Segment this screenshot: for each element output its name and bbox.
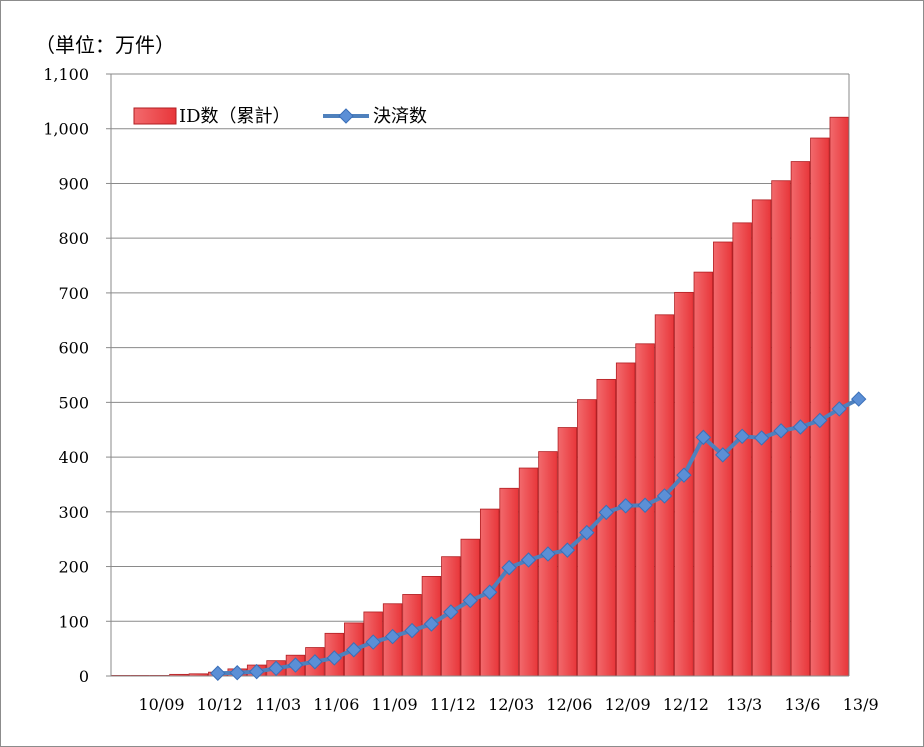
bar [810,137,830,677]
y-tick-label: 700 [58,284,89,303]
line-series [210,391,867,681]
line-point [676,467,692,483]
line-point [792,419,809,435]
line-point [831,401,847,417]
line-point [462,592,478,609]
line-point [346,642,362,658]
legend-label-bar: ID数（累計） [179,106,291,127]
y-tick-label: 400 [58,448,89,467]
unit-label: （単位：万件） [35,33,175,57]
x-tick-label: 11/03 [255,695,301,714]
line-point [773,423,789,439]
x-tick-label: 12/03 [488,695,534,714]
line-point [812,412,828,429]
bar [615,362,636,677]
line-point [307,654,323,670]
y-tick-labels: 0 100 200 300 400 500 600 700 800 900 1,000 1,100 [43,65,89,686]
line-point [210,665,226,681]
bar-series [110,116,850,677]
x-tick-label: 11/12 [430,695,476,714]
y-tick-label: 1,000 [43,120,89,139]
x-tick-labels: 10/09 10/12 11/03 11/06 11/09 11/12 12/03 12/06… [138,695,878,714]
x-tick-label: 11/09 [372,695,418,714]
bar [732,222,752,677]
x-tick-label: 12/09 [605,695,651,714]
line-point [326,650,343,666]
x-tick-label: 10/09 [138,695,184,714]
y-tick-label: 1,100 [43,65,89,84]
y-tick-label: 900 [58,174,89,193]
line-point [579,524,595,541]
line-point [598,504,614,521]
line-point [753,430,770,446]
line-point [248,663,265,680]
x-tick-label: 12/06 [546,695,592,714]
bar [596,378,616,677]
bar [693,271,714,677]
legend: ID数（累計） 決済数 [133,106,427,127]
bar [499,487,519,677]
line-point [617,498,634,514]
line-point [384,628,401,645]
y-tick-label: 600 [58,339,89,358]
x-tick-label: 10/12 [197,695,243,714]
bar [829,116,850,677]
line-point [229,665,245,681]
x-tick-label: 13/3 [726,695,762,714]
line-point [637,497,653,513]
bar [790,161,811,677]
line-point [559,542,576,558]
x-tick-label: 11/06 [313,695,359,714]
bar [518,467,539,677]
line-point [268,660,284,677]
legend-swatch-bar [133,107,177,125]
y-tick-label: 0 [79,667,89,686]
bar [538,451,558,677]
line-point [443,604,459,620]
y-tick-label: 100 [58,612,89,631]
line-point [501,559,517,576]
line-path [217,397,860,676]
line-point [715,447,731,463]
y-tick-label: 800 [58,229,89,248]
x-tick-label: 12/12 [663,695,709,714]
line-point [695,429,712,446]
line-point [287,657,304,673]
legend-label-line: 決済数 [373,106,427,127]
legend-marker-line [338,108,354,124]
y-tick-label: 200 [58,558,89,577]
line-point [851,391,867,407]
line-point [734,428,750,445]
line-point [404,622,420,639]
x-tick-label: 13/9 [843,695,879,714]
line-point [656,488,673,504]
line-point [365,634,381,650]
y-tick-label: 500 [58,393,89,412]
line-point [482,584,498,600]
line-point [520,552,537,568]
x-tick-label: 13/6 [784,695,820,714]
y-tick-label: 300 [58,503,89,522]
line-point [423,616,440,632]
line-point [540,546,556,562]
